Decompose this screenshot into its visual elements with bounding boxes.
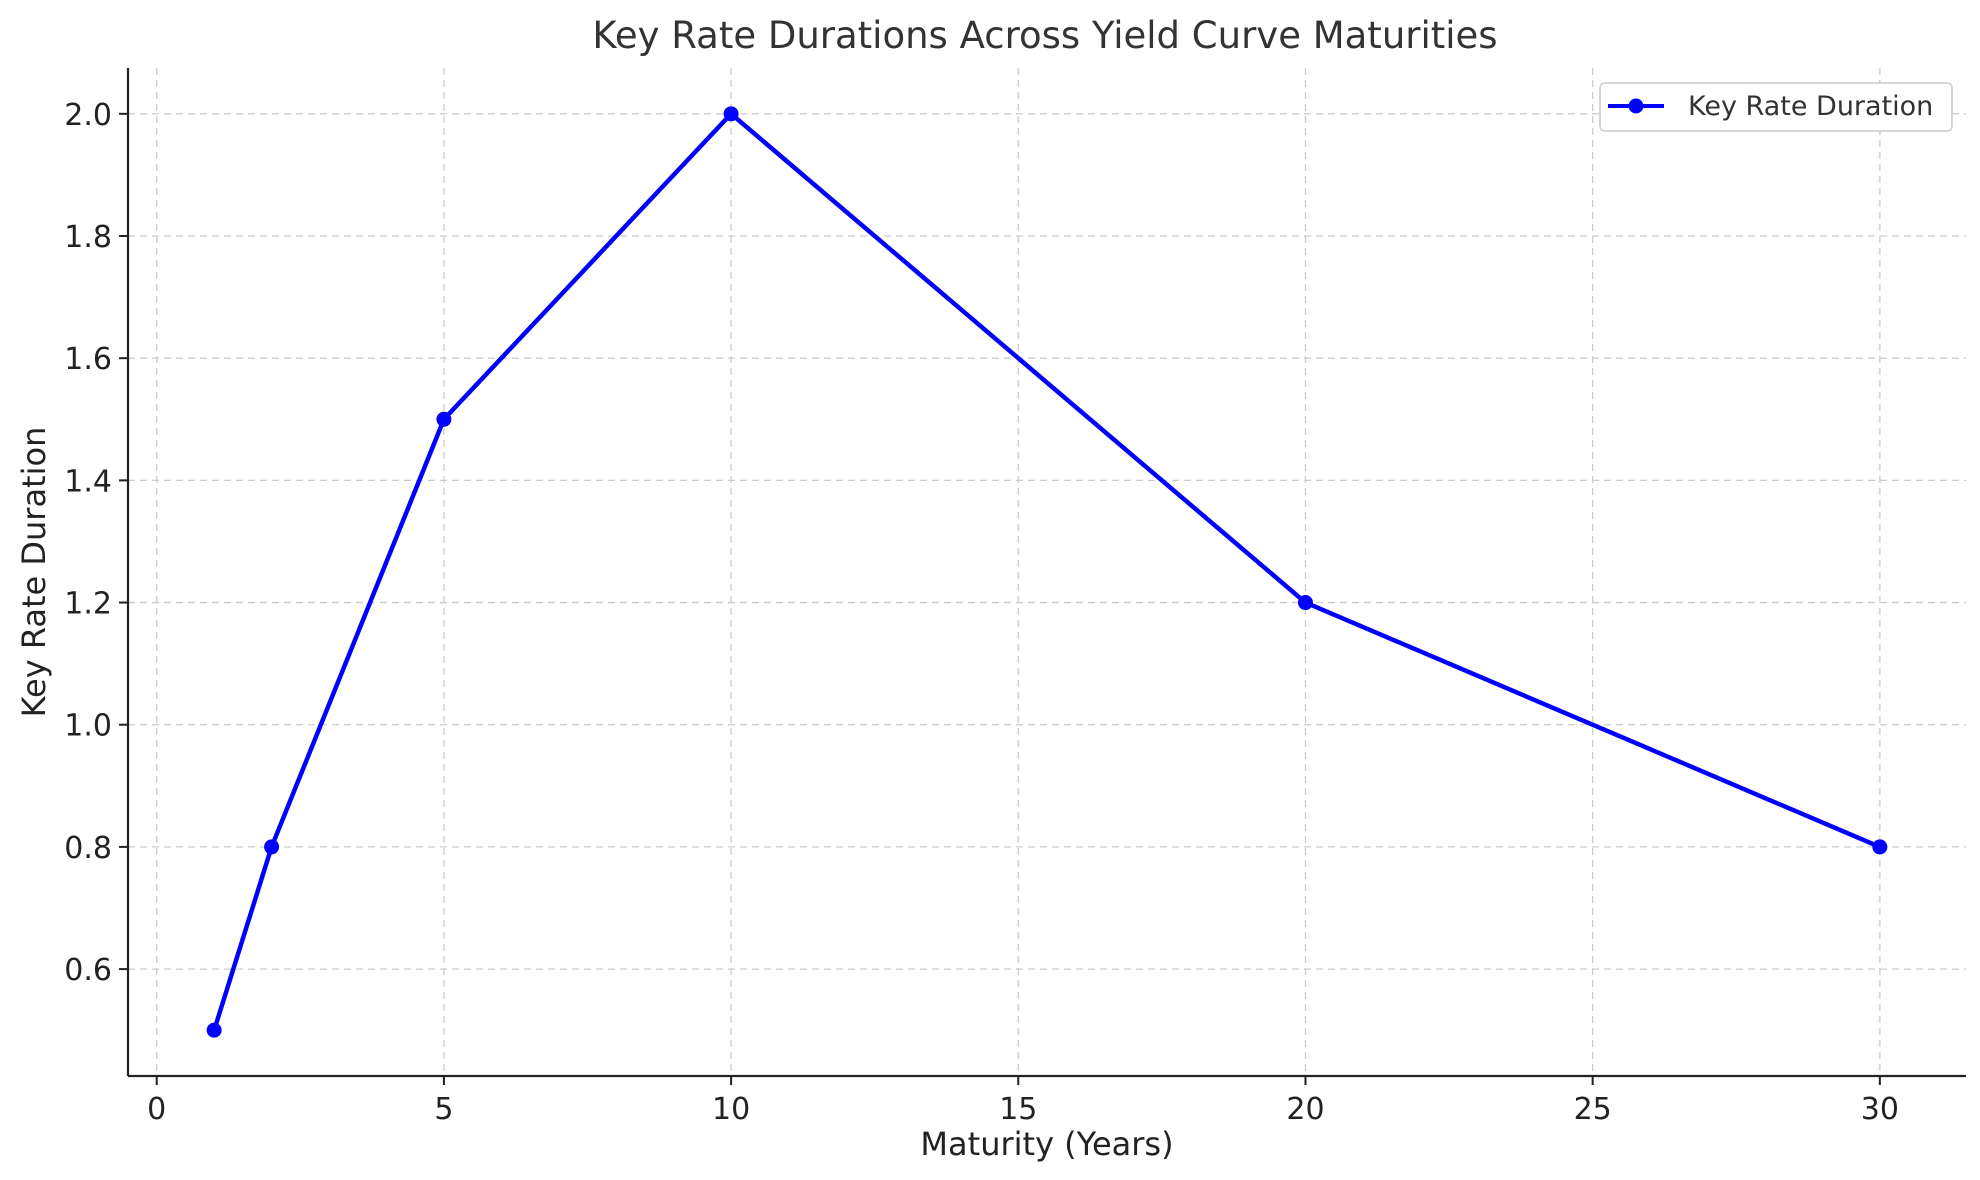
y-tick-label: 1.8 <box>64 220 112 255</box>
y-tick-label: 2.0 <box>64 98 112 133</box>
legend-entry-label: Key Rate Duration <box>1688 91 1933 122</box>
x-tick-label: 20 <box>1286 1092 1324 1127</box>
x-tick-label: 30 <box>1861 1092 1899 1127</box>
legend-box <box>1599 82 1953 132</box>
data-point <box>264 839 280 855</box>
x-axis-label: Maturity (Years) <box>920 1125 1173 1163</box>
grid <box>128 68 1966 1076</box>
y-tick-label: 0.6 <box>64 953 112 988</box>
data-point <box>206 1022 222 1038</box>
data-point <box>723 106 739 122</box>
legend-marker-swatch <box>1628 98 1644 114</box>
series-line <box>211 111 1883 1033</box>
y-tick-label: 0.8 <box>64 831 112 866</box>
x-tick-label: 5 <box>434 1092 453 1127</box>
x-axis-ticks: 0 5 10 15 20 25 30 <box>147 1076 1899 1127</box>
legend: Key Rate Duration <box>1599 82 1953 132</box>
data-point <box>436 411 452 427</box>
x-tick-label: 0 <box>147 1092 166 1127</box>
y-tick-label: 1.0 <box>64 709 112 744</box>
x-tick-label: 25 <box>1574 1092 1612 1127</box>
x-tick-label: 10 <box>712 1092 750 1127</box>
y-axis-ticks: 0.6 0.8 1.0 1.2 1.4 1.6 1.8 2.0 <box>64 98 128 988</box>
y-tick-label: 1.6 <box>64 342 112 377</box>
x-tick-label: 15 <box>999 1092 1037 1127</box>
data-point <box>1872 839 1888 855</box>
y-tick-label: 1.2 <box>64 587 112 622</box>
series-layer <box>206 106 1888 1038</box>
data-point <box>1297 595 1313 611</box>
y-axis-label: Key Rate Duration <box>15 427 53 718</box>
y-tick-label: 1.4 <box>64 464 112 499</box>
chart-title: Key Rate Durations Across Yield Curve Ma… <box>592 14 1497 57</box>
